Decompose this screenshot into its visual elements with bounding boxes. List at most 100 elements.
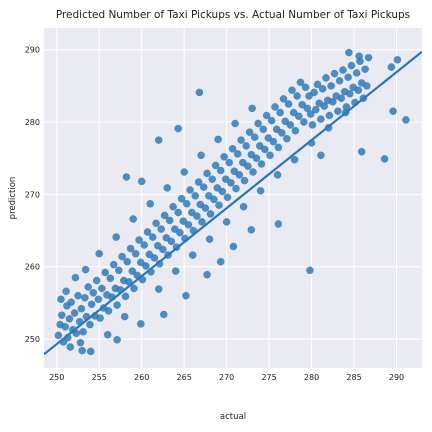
data-points	[54, 48, 410, 356]
data-point	[109, 260, 118, 269]
data-point	[106, 274, 115, 283]
data-point	[206, 210, 215, 218]
data-point	[81, 265, 90, 274]
data-point	[208, 175, 217, 184]
data-point	[210, 195, 218, 204]
data-point	[174, 208, 183, 217]
data-point	[159, 245, 167, 254]
x-tick-label: 280	[304, 373, 319, 382]
data-point	[118, 252, 126, 261]
data-point	[345, 89, 354, 98]
data-point	[288, 86, 296, 95]
data-point	[355, 52, 363, 61]
data-point	[245, 128, 254, 137]
data-point	[176, 228, 184, 237]
data-point	[327, 82, 335, 90]
data-point	[339, 66, 347, 74]
data-point	[154, 136, 163, 144]
data-point	[306, 266, 314, 275]
data-point	[232, 184, 240, 193]
x-tick-labels: 250 255 260 265 270 275 280 285 290	[49, 373, 404, 382]
data-point	[70, 309, 79, 317]
data-point	[242, 142, 251, 150]
x-tick-label: 265	[177, 373, 192, 382]
data-point	[57, 311, 66, 320]
data-point	[182, 291, 190, 300]
data-point	[244, 162, 252, 171]
data-point	[216, 257, 225, 266]
data-point	[66, 343, 75, 351]
data-point	[197, 151, 205, 160]
data-point	[174, 124, 183, 133]
data-point	[169, 202, 177, 211]
data-point	[347, 61, 356, 70]
data-point	[216, 166, 225, 175]
data-point	[214, 135, 222, 144]
data-point	[380, 155, 389, 163]
data-point	[325, 111, 334, 120]
x-tick-label: 290	[389, 373, 404, 382]
data-point	[273, 171, 282, 179]
data-point	[193, 212, 201, 220]
data-point	[201, 204, 210, 212]
data-point	[306, 110, 315, 118]
data-point	[259, 125, 268, 134]
data-point	[310, 88, 318, 97]
data-point	[233, 150, 242, 158]
data-point	[152, 219, 160, 228]
data-point	[225, 158, 234, 167]
data-point	[159, 310, 168, 319]
data-point	[113, 301, 121, 309]
x-tick-label: 270	[219, 373, 234, 382]
data-point	[357, 147, 366, 156]
data-point	[291, 126, 300, 135]
data-point	[71, 273, 80, 282]
data-point	[235, 171, 244, 179]
x-axis-label: actual	[220, 412, 246, 422]
regression-line	[44, 50, 422, 356]
data-point	[240, 176, 249, 185]
data-point	[103, 330, 112, 339]
data-point	[157, 225, 166, 233]
data-point	[389, 107, 397, 116]
data-point	[131, 249, 140, 258]
data-point	[140, 241, 149, 249]
y-tick-label: 290	[25, 46, 40, 55]
x-tick-label: 255	[92, 373, 107, 382]
data-point	[267, 116, 276, 125]
data-point	[129, 215, 138, 223]
data-point	[344, 73, 352, 82]
data-point	[279, 95, 288, 103]
data-point	[284, 100, 293, 108]
data-point	[247, 225, 256, 234]
y-tick-label: 250	[25, 335, 40, 344]
data-point	[97, 284, 106, 293]
data-point	[186, 186, 194, 194]
data-point	[248, 104, 256, 113]
data-point	[150, 254, 159, 262]
data-point	[77, 304, 86, 313]
data-point	[95, 249, 104, 258]
data-point	[222, 218, 231, 226]
data-point	[237, 136, 245, 144]
data-point	[171, 267, 180, 275]
data-point	[239, 202, 248, 211]
data-point	[313, 80, 322, 89]
data-point	[335, 76, 344, 85]
data-point	[215, 201, 223, 210]
data-point	[271, 103, 279, 111]
data-point	[114, 266, 123, 275]
data-point	[78, 346, 87, 355]
data-point	[364, 53, 373, 62]
data-point	[86, 320, 94, 329]
data-point	[137, 177, 146, 186]
data-point	[354, 86, 363, 95]
data-point	[167, 237, 176, 246]
data-point	[266, 151, 274, 160]
data-point	[362, 82, 371, 90]
data-point	[334, 107, 342, 116]
data-point	[195, 88, 204, 97]
data-point	[290, 155, 299, 164]
